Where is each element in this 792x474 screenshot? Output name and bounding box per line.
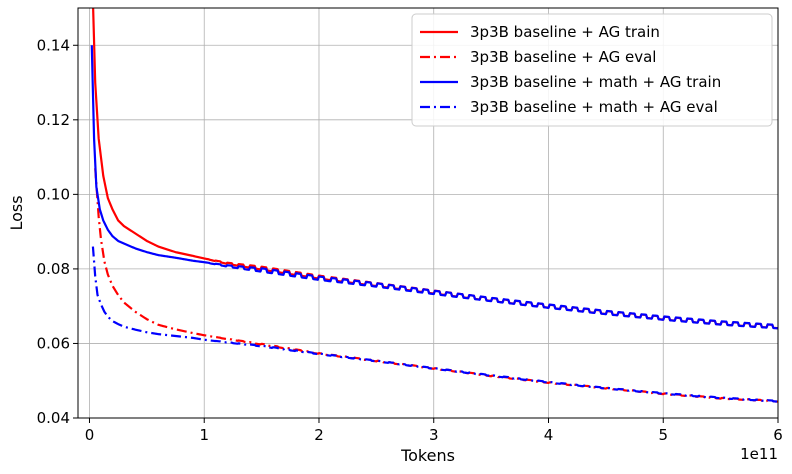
y-tick-label: 0.08: [37, 260, 70, 278]
y-axis-ticks: 0.04 0.06 0.08 0.10 0.12 0.14: [37, 36, 78, 427]
plot-lines: [90, 8, 778, 403]
x-tick-label: 2: [314, 426, 324, 444]
legend-entry-label: 3p3B baseline + AG eval: [470, 48, 656, 66]
series-line-1: [94, 168, 778, 403]
x-axis-ticks: 0 1 2 3 4 5 6: [85, 418, 783, 444]
x-tick-label: 6: [773, 426, 783, 444]
x-tick-label: 3: [429, 426, 439, 444]
y-tick-label: 0.14: [37, 36, 70, 54]
legend-box: [411, 13, 773, 127]
legend-entry-label: 3p3B baseline + AG train: [470, 23, 660, 41]
y-tick-label: 0.04: [37, 409, 70, 427]
y-tick-label: 0.10: [37, 185, 70, 203]
legend-entry-label: 3p3B baseline + math + AG eval: [470, 98, 718, 116]
axes-frame: [77, 7, 779, 419]
series-line-2: [90, 45, 778, 330]
x-tick-label: 1: [199, 426, 209, 444]
x-axis-label: Tokens: [400, 446, 455, 465]
series-line-3: [91, 246, 778, 403]
x-tick-label: 0: [85, 426, 95, 444]
legend-entry-label: 3p3B baseline + math + AG train: [470, 73, 721, 91]
y-tick-label: 0.06: [37, 334, 70, 352]
x-axis-offset-label: 1e11: [740, 445, 778, 463]
x-tick-label: 5: [658, 426, 668, 444]
x-tick-label: 4: [544, 426, 554, 444]
legend: 3p3B baseline + AG train 3p3B baseline + …: [411, 13, 773, 127]
y-tick-label: 0.12: [37, 111, 70, 129]
y-axis-label: Loss: [7, 195, 26, 230]
